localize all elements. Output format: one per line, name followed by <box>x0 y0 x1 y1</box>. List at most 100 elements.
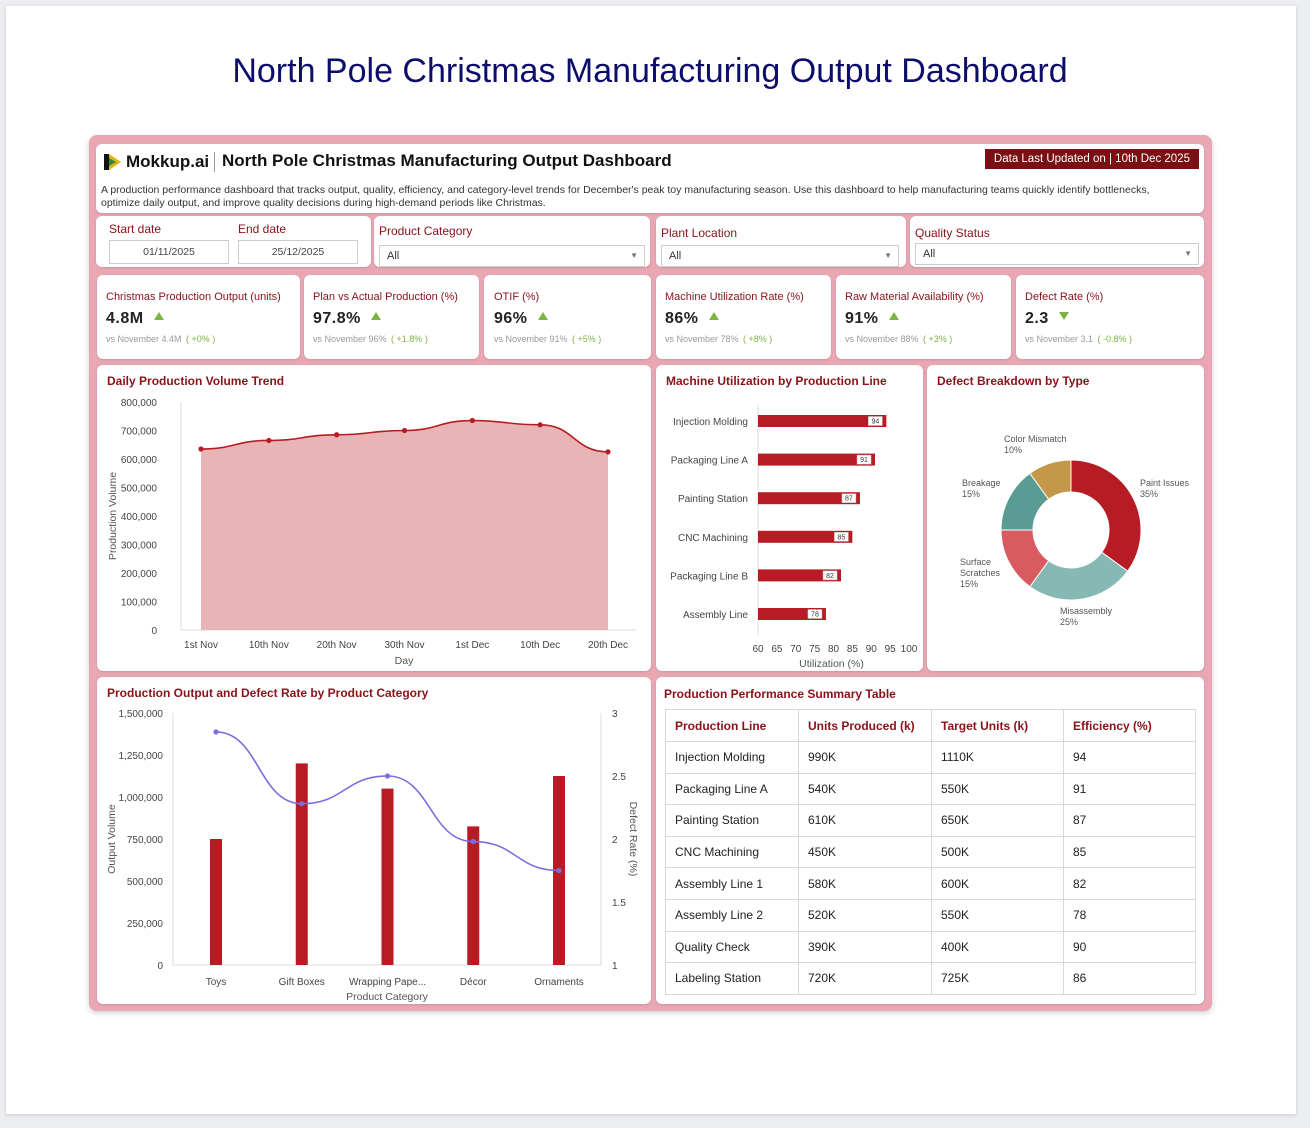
kpi-delta: ( +5% ) <box>572 334 602 344</box>
data-point <box>537 422 543 428</box>
trend-up-icon <box>153 312 164 320</box>
table-cell: 91 <box>1063 772 1196 806</box>
table-cell: 90 <box>1063 930 1196 964</box>
plant-location-select[interactable]: All ▼ <box>661 245 899 267</box>
start-date-input[interactable]: 01/11/2025 <box>109 240 229 264</box>
table-cell: 86 <box>1063 962 1196 995</box>
table-row: CNC Machining 450K 500K 85 <box>665 835 1196 869</box>
category-label: Assembly Line <box>683 610 748 621</box>
y-tick-label: 100,000 <box>121 598 158 609</box>
table-cell: Injection Molding <box>665 741 799 774</box>
data-point <box>470 838 476 845</box>
slice-value-label: 35% <box>1140 489 1158 499</box>
end-date-input[interactable]: 25/12/2025 <box>238 240 358 264</box>
data-label: 85 <box>837 534 845 541</box>
x-tick-label: Toys <box>206 977 227 988</box>
table-cell: 720K <box>798 962 932 995</box>
data-point <box>266 437 272 444</box>
y-tick-label: 750,000 <box>127 835 164 846</box>
table-cell: 650K <box>931 804 1064 837</box>
x-tick-label: Wrapping Pape... <box>349 977 426 988</box>
y2-tick-label: 2 <box>612 835 618 846</box>
y-tick-label: 0 <box>157 961 163 972</box>
table-cell: 82 <box>1063 867 1196 900</box>
category-output-chart: 0 250,000 500,000 750,000 1,000,000 1,250,000… <box>106 709 639 1003</box>
table-cell: Painting Station <box>665 804 799 837</box>
y-tick-label: 700,000 <box>121 427 158 438</box>
x-tick-label: 1st Nov <box>184 640 218 651</box>
column-header[interactable]: Production Line <box>665 709 799 742</box>
daily-production-chart: 0 100,000 200,000 300,000 400,000 500,000 600,… <box>107 398 636 667</box>
x-tick-label: 80 <box>828 644 840 655</box>
data-point <box>334 432 340 438</box>
dashboard-title: North Pole Christmas Manufacturing Outpu… <box>222 151 672 170</box>
plant-location-label: Plant Location <box>661 226 738 240</box>
quality-status-value: All <box>923 248 936 260</box>
plant-location-filter-panel: Plant Location All ▼ <box>656 216 906 267</box>
slice-value-label: 25% <box>1060 617 1078 627</box>
bar <box>758 569 842 582</box>
summary-table: Production Line Units Produced (k) Targe… <box>665 709 1196 995</box>
logo-text: Mokkup.ai <box>126 152 210 171</box>
slice-value-label: 15% <box>962 489 980 499</box>
y-tick-label: 300,000 <box>121 541 158 552</box>
data-point <box>213 729 219 735</box>
product-category-select[interactable]: All ▼ <box>379 245 645 267</box>
kpi-delta: ( +0% ) <box>186 334 216 344</box>
category-output-panel: Production Output and Defect Rate by Pro… <box>97 677 651 1004</box>
table-cell: Quality Check <box>665 930 799 964</box>
column-header[interactable]: Units Produced (k) <box>798 709 932 742</box>
slice-label: Color Mismatch <box>1004 434 1067 444</box>
table-cell: 400K <box>931 930 1064 964</box>
column-header[interactable]: Target Units (k) <box>931 709 1064 742</box>
start-date-label: Start date <box>109 222 162 236</box>
x-axis-label: Utilization (%) <box>799 658 864 670</box>
x-tick-label: 95 <box>885 644 897 655</box>
date-filter-panel: Start date 01/11/2025 End date 25/12/202… <box>96 216 371 267</box>
slice-label: Breakage <box>962 478 1001 488</box>
data-label-box <box>856 454 872 465</box>
kpi-comparison: vs November 3.1 ( -0.8% ) <box>1025 334 1133 344</box>
kpi-title: Machine Utilization Rate (%) <box>665 291 804 303</box>
table-cell: 990K <box>798 741 932 774</box>
slice-value-label: 10% <box>1004 445 1022 455</box>
product-category-filter-panel: Product Category All ▼ <box>374 216 650 267</box>
x-tick-label: 100 <box>901 644 918 655</box>
data-point <box>469 417 475 424</box>
table-cell: 1110K <box>931 741 1064 774</box>
y-axis-label: Output Volume <box>106 804 118 874</box>
chart-title: Machine Utilization by Production Line <box>666 374 887 388</box>
kpi-value: 97.8% <box>313 310 381 328</box>
chart-title: Production Output and Defect Rate by Pro… <box>107 686 429 700</box>
kpi-delta: ( +8% ) <box>743 334 773 344</box>
x-tick-label: Ornaments <box>534 977 583 988</box>
chevron-down-icon: ▼ <box>630 251 638 260</box>
chart-title: Daily Production Volume Trend <box>107 374 285 388</box>
table-row: Injection Molding 990K 1110K 94 <box>665 741 1196 774</box>
plant-location-value: All <box>669 250 682 262</box>
summary-table-panel: Production Performance Summary Table Pro… <box>656 677 1204 1004</box>
kpi-value: 4.8M <box>106 310 164 328</box>
x-tick-label: 60 <box>752 644 764 655</box>
column-header[interactable]: Efficiency (%) <box>1063 709 1196 742</box>
data-label: 82 <box>826 573 834 580</box>
table-cell: 87 <box>1063 804 1196 837</box>
x-tick-label: 20th Dec <box>588 640 628 651</box>
data-label-box <box>807 609 823 619</box>
kpi-card-production-output: Christmas Production Output (units) 4.8M… <box>97 275 300 359</box>
area-fill <box>201 420 608 630</box>
table-cell: 500K <box>931 835 1064 869</box>
y2-tick-label: 3 <box>612 709 618 720</box>
quality-status-label: Quality Status <box>915 226 990 240</box>
table-row: Quality Check 390K 400K 90 <box>665 930 1196 964</box>
logo-icon <box>104 154 121 170</box>
slice-label: Paint Issues <box>1140 478 1190 488</box>
table-cell: 580K <box>798 867 932 900</box>
table-row: Labeling Station 720K 725K 86 <box>665 962 1196 995</box>
trend-up-icon <box>888 312 899 320</box>
data-label-box <box>822 570 838 581</box>
table-cell: 550K <box>931 772 1064 806</box>
table-row: Assembly Line 2 520K 550K 78 <box>665 898 1196 932</box>
kpi-card-defect-rate: Defect Rate (%) 2.3 vs November 3.1 ( -0… <box>1016 275 1204 359</box>
quality-status-select[interactable]: All ▼ <box>915 243 1199 265</box>
